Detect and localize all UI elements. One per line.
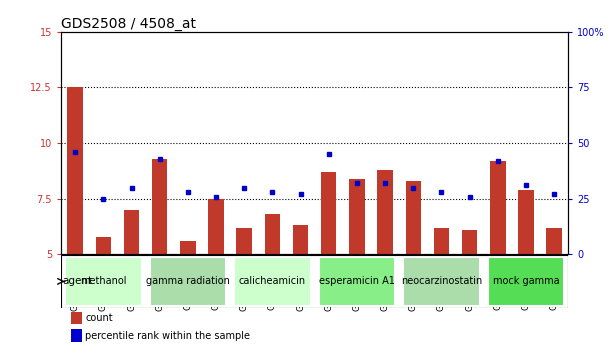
Text: esperamicin A1: esperamicin A1 (319, 276, 395, 286)
Text: methanol: methanol (80, 276, 126, 286)
Bar (488, 257, 564, 306)
Text: GDS2508 / 4508_at: GDS2508 / 4508_at (61, 17, 196, 31)
Bar (546, 228, 562, 255)
Bar (234, 257, 310, 306)
Bar (321, 172, 337, 255)
Text: mock gamma: mock gamma (492, 276, 559, 286)
Bar (462, 230, 477, 255)
Bar (518, 190, 534, 255)
Text: count: count (86, 313, 113, 323)
Bar (319, 257, 395, 306)
Bar (150, 257, 226, 306)
Bar (349, 179, 365, 255)
Bar (180, 241, 196, 255)
Text: agent: agent (62, 276, 92, 286)
Text: neocarzinostatin: neocarzinostatin (401, 276, 482, 286)
Bar (236, 228, 252, 255)
Bar (71, 329, 82, 342)
Bar (378, 170, 393, 255)
Text: calicheamicin: calicheamicin (239, 276, 306, 286)
Bar (208, 199, 224, 255)
Bar (490, 161, 505, 255)
Bar (95, 236, 111, 255)
Bar (124, 210, 139, 255)
Bar (265, 214, 280, 255)
Bar (403, 257, 480, 306)
Text: gamma radiation: gamma radiation (146, 276, 230, 286)
Bar (293, 225, 309, 255)
Bar (67, 87, 83, 255)
Bar (71, 312, 82, 324)
Bar (152, 159, 167, 255)
Text: percentile rank within the sample: percentile rank within the sample (86, 331, 251, 341)
Bar (434, 228, 449, 255)
Bar (406, 181, 421, 255)
Bar (65, 257, 142, 306)
